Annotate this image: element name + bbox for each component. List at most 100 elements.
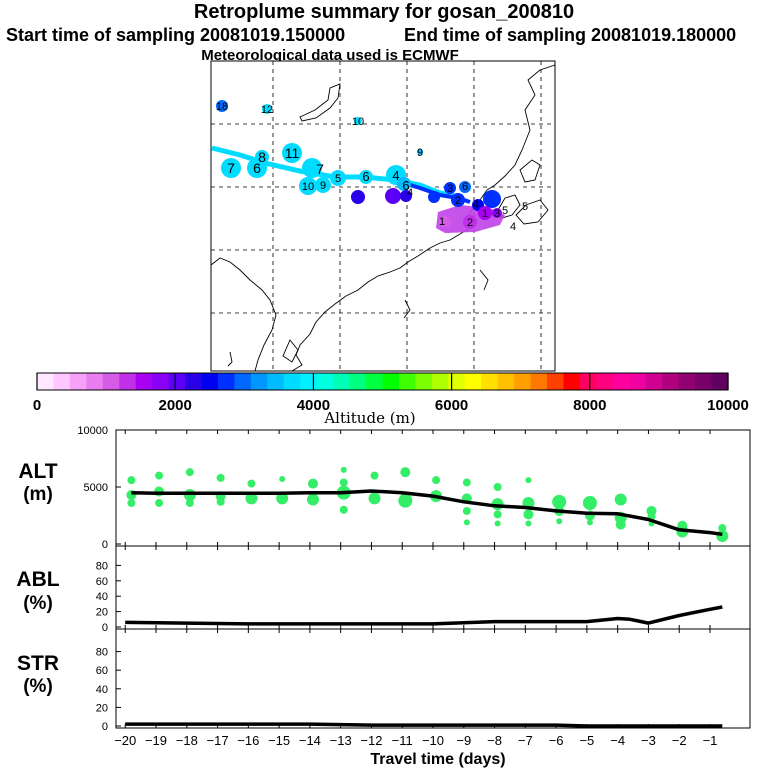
altitude-point: [432, 476, 441, 485]
series-line-abl: [125, 605, 723, 626]
map-label: 5: [522, 201, 528, 213]
colorbar-tick-label: 8000: [573, 397, 606, 414]
chart-title: Retroplume summary for gosan_200810: [193, 1, 575, 23]
altitude-point: [216, 473, 225, 482]
colorbar-cell: [217, 373, 236, 390]
map-label: 5: [502, 205, 508, 217]
altitude-point: [307, 478, 318, 489]
altitude-point: [306, 493, 319, 506]
x-tick-label: −11: [392, 733, 413, 748]
map-marker: [216, 100, 228, 112]
altitude-point: [185, 468, 194, 477]
colorbar-cell: [86, 373, 104, 390]
x-axis-label: Travel time (days): [370, 751, 505, 768]
panel-ylabel: ALT: [18, 460, 57, 483]
y-tick-label: 60: [96, 665, 108, 677]
map-marker: [400, 190, 412, 202]
colorbar-cell: [366, 373, 384, 390]
map-marker: [478, 206, 492, 220]
map-coastlines: [210, 64, 556, 372]
colorbar-cell: [547, 373, 565, 390]
map-label: 6: [362, 169, 369, 184]
altitude-point: [400, 467, 411, 478]
panel-ylabel: STR: [17, 652, 59, 675]
y-tick-label: 0: [102, 539, 108, 551]
altitude-point: [398, 493, 413, 508]
y-tick-label: 5000: [84, 482, 108, 494]
map-label: 10: [352, 116, 364, 128]
map-label: 2: [455, 195, 461, 207]
map-label: 1: [439, 216, 445, 228]
panel-ylabel-unit: (%): [23, 593, 53, 614]
map-marker: [483, 190, 501, 208]
x-tick-label: −10: [422, 733, 444, 748]
x-tick-label: −18: [176, 733, 198, 748]
map-label: 6: [402, 178, 409, 193]
map-label: 4: [392, 168, 399, 183]
x-tick-label: −13: [330, 733, 352, 748]
map-graticule: [211, 61, 555, 371]
map-label: 6: [462, 181, 468, 193]
map-marker: [247, 158, 267, 178]
panel-ylabel-unit: (m): [23, 484, 53, 505]
colorbar-cell: [37, 373, 55, 390]
colorbar-cell: [185, 373, 203, 390]
map-marker: [354, 117, 362, 125]
colorbar-cell: [300, 373, 318, 390]
x-tick-label: −19: [145, 733, 167, 748]
map-marker: [299, 177, 317, 195]
colorbar-cell: [497, 373, 515, 390]
colorbar-cell: [53, 373, 71, 390]
altitude-point: [185, 498, 194, 507]
colorbar-cell: [464, 373, 482, 390]
altitude-point: [523, 509, 534, 520]
panel-str: STR(%) 0 20 40 60 80: [17, 628, 751, 733]
altitude-point: [216, 497, 225, 506]
map-label: 12: [261, 104, 273, 116]
map-label: 6: [253, 160, 261, 176]
map-labels: 18 12 10 11 9 8 7 6 7 6 4 10 9 5 6 4 3 5…: [216, 101, 528, 233]
colorbar-cell: [645, 373, 663, 390]
map-label: 18: [216, 101, 228, 113]
altitude-point: [493, 483, 502, 491]
y-tick-label: 80: [96, 647, 108, 659]
map-marker: [459, 181, 471, 193]
altitude-point: [245, 492, 258, 505]
altitude-point: [462, 506, 471, 515]
plume-track-cyan: [211, 145, 456, 199]
panel-ylabel-unit: (%): [23, 676, 53, 697]
colorbar-cell: [234, 373, 252, 390]
y-tick-label: 80: [96, 560, 108, 572]
colorbar-cell: [678, 373, 696, 390]
map-label: 3: [447, 183, 453, 195]
colorbar-cell: [102, 373, 120, 390]
map-label: 10: [302, 181, 314, 193]
map-label: 4: [473, 199, 479, 211]
map-marker: [397, 177, 411, 191]
map-label: 1: [482, 208, 488, 220]
altitude-point: [276, 492, 289, 505]
map-marker: [492, 208, 502, 218]
y-tick-label: 20: [96, 702, 108, 714]
colorbar-cell: [135, 373, 153, 390]
series-line-str: [125, 722, 723, 728]
met-data-label: Meteorological data used is ECMWF: [201, 47, 459, 64]
map-label: 4: [407, 187, 413, 199]
altitude-point: [582, 495, 597, 510]
map-label: 3: [494, 208, 500, 220]
map-label: 4: [510, 221, 516, 233]
altitude-point: [525, 477, 532, 484]
colorbar-tick-label: 2000: [159, 397, 192, 414]
colorbar-cell: [349, 373, 367, 390]
map-marker: [262, 104, 272, 114]
y-tick-label: 10000: [77, 425, 108, 437]
colorbar-cell: [662, 373, 680, 390]
map-marker: [444, 182, 456, 194]
map-label: 9: [417, 147, 423, 159]
map-label: 8: [258, 149, 266, 165]
x-tick-label: −17: [207, 733, 229, 748]
panel-alt: ALT(m) 0 5000 10000: [18, 425, 751, 551]
altitude-point: [247, 479, 256, 488]
x-tick-label: −14: [299, 733, 321, 748]
colorbar-cell: [201, 373, 219, 390]
